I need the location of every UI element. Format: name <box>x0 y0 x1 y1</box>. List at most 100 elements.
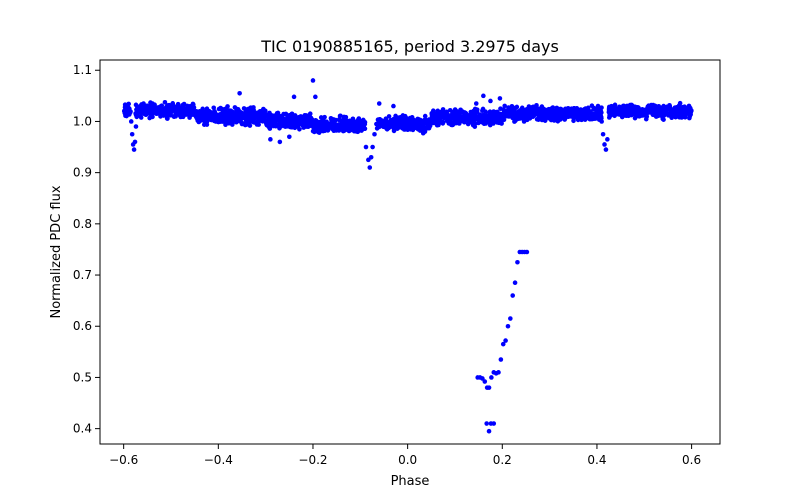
data-point <box>498 96 503 101</box>
data-point <box>687 114 692 119</box>
data-point <box>515 260 520 265</box>
data-point <box>407 122 412 127</box>
data-point <box>337 117 342 122</box>
data-point <box>263 114 268 119</box>
data-point <box>503 338 508 343</box>
x-tick-label: 0.0 <box>398 453 417 467</box>
data-point <box>401 113 406 118</box>
data-point <box>318 124 323 129</box>
data-point <box>485 113 490 118</box>
data-point <box>458 110 463 115</box>
data-point <box>155 110 160 115</box>
data-point <box>681 105 686 110</box>
data-point <box>641 109 646 114</box>
data-point <box>481 94 486 99</box>
x-axis-label: Phase <box>391 474 430 489</box>
data-point <box>413 118 418 123</box>
data-point <box>578 117 583 122</box>
data-point <box>228 110 233 115</box>
data-point <box>525 250 530 255</box>
data-point <box>287 135 292 140</box>
chart-title: TIC 0190885165, period 3.2975 days <box>260 37 559 56</box>
data-point <box>488 123 493 128</box>
data-point <box>572 106 577 111</box>
data-point <box>583 117 588 122</box>
chart: −0.6 −0.4 −0.2 0.0 0.2 0.4 0.6 0.40.50.60.70.8… <box>0 0 800 500</box>
data-point <box>126 111 131 116</box>
data-point <box>313 95 318 100</box>
data-point <box>570 112 575 117</box>
data-point <box>580 113 585 118</box>
data-point <box>321 118 326 123</box>
data-point <box>332 128 337 133</box>
plot-area: −0.6 −0.4 −0.2 0.0 0.2 0.4 0.6 0.4 0.5 0.6 0.7 0.8… <box>73 60 720 467</box>
data-point <box>491 421 496 426</box>
data-point <box>182 112 187 117</box>
data-point <box>254 111 259 116</box>
data-point <box>653 103 658 108</box>
data-point <box>496 370 501 375</box>
data-point <box>508 316 513 321</box>
y-tick-label: 0.4 <box>73 422 92 436</box>
data-point <box>554 106 559 111</box>
data-point <box>510 293 515 298</box>
data-point <box>510 105 515 110</box>
data-point <box>291 117 296 122</box>
data-point <box>237 91 242 96</box>
data-point <box>268 125 273 130</box>
data-point <box>271 114 276 119</box>
data-point <box>662 106 667 111</box>
y-tick-label: 1.1 <box>73 63 92 77</box>
data-point <box>630 104 635 109</box>
data-point <box>399 120 404 125</box>
data-point <box>521 111 526 116</box>
data-point <box>673 115 678 120</box>
data-point <box>618 110 623 115</box>
data-point <box>278 140 283 145</box>
data-point <box>200 117 205 122</box>
data-point <box>162 113 167 118</box>
data-point <box>370 145 375 150</box>
data-point <box>421 125 426 130</box>
data-point <box>675 110 680 115</box>
data-point <box>209 110 214 115</box>
data-point <box>668 104 673 109</box>
data-point <box>678 101 683 106</box>
y-axis-label: Normalized PDC flux <box>49 185 64 318</box>
y-tick-label: 0.9 <box>73 166 92 180</box>
data-point <box>493 117 498 122</box>
data-point <box>138 114 143 119</box>
data-point <box>180 106 185 111</box>
data-point <box>421 120 426 125</box>
data-point <box>169 110 174 115</box>
x-tick-label: 0.6 <box>682 453 701 467</box>
data-point <box>148 100 153 105</box>
data-point <box>416 122 421 127</box>
data-point <box>441 108 446 113</box>
data-point <box>612 110 617 115</box>
data-point <box>446 114 451 119</box>
data-point <box>473 124 478 129</box>
data-point <box>446 119 451 124</box>
data-point <box>187 105 192 110</box>
data-point <box>497 121 502 126</box>
data-point <box>266 119 271 124</box>
data-point <box>449 123 454 128</box>
data-point <box>649 110 654 115</box>
data-point <box>341 124 346 129</box>
data-point <box>134 103 139 108</box>
data-point <box>311 118 316 123</box>
data-point <box>374 122 379 127</box>
data-point <box>252 120 257 125</box>
data-point <box>423 114 428 119</box>
data-point <box>248 105 253 110</box>
data-point <box>377 101 382 106</box>
data-point <box>300 119 305 124</box>
data-point <box>148 113 153 118</box>
data-point <box>199 112 204 117</box>
data-point <box>599 119 604 124</box>
data-point <box>372 132 377 137</box>
data-point <box>291 122 296 127</box>
data-point <box>436 121 441 126</box>
data-point <box>511 116 516 121</box>
